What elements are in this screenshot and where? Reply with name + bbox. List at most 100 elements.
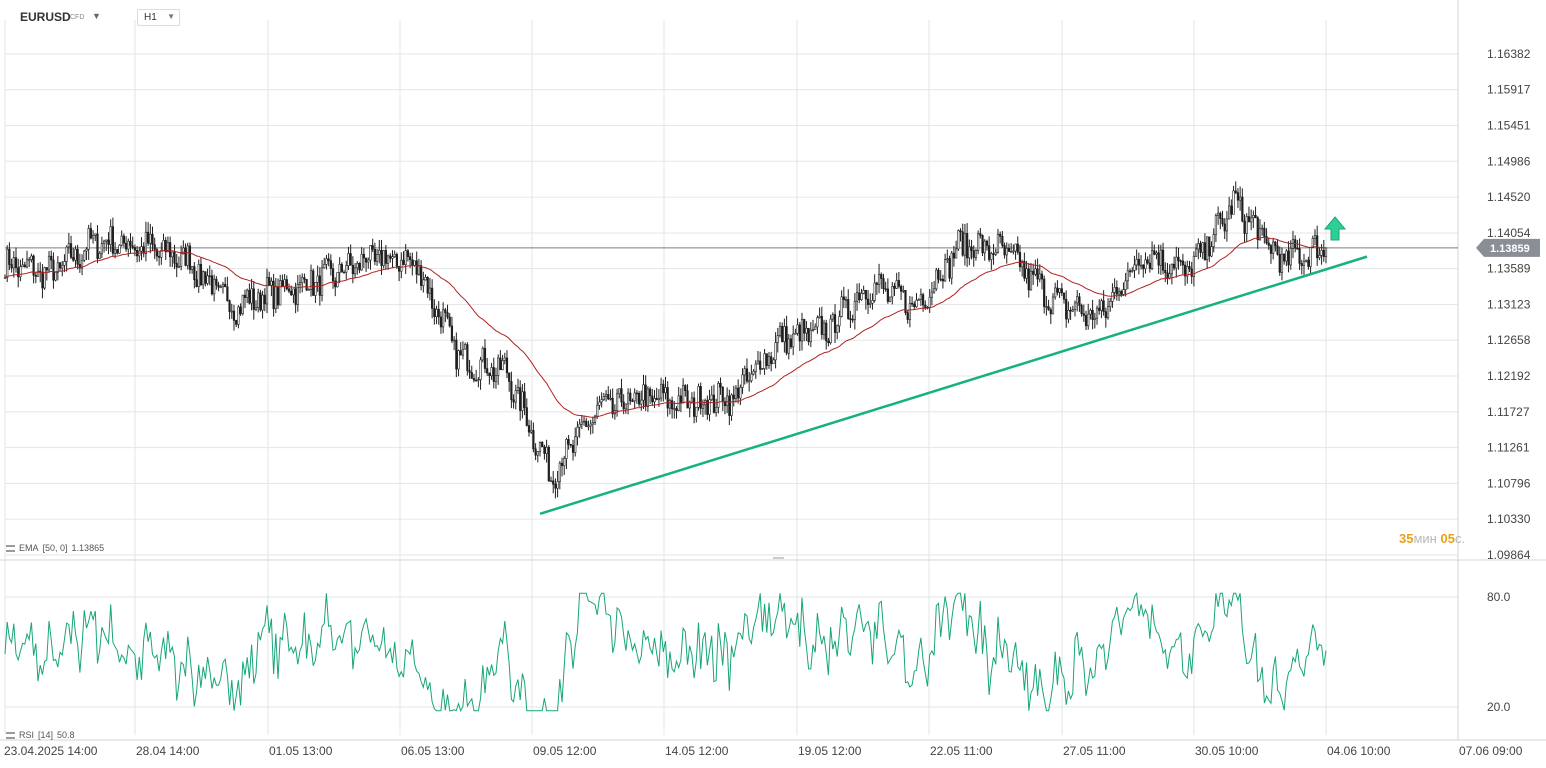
time-tick-label: 14.05 12:00 bbox=[665, 744, 729, 758]
candle-body bbox=[89, 228, 92, 239]
candle-body bbox=[367, 259, 370, 263]
candle-body bbox=[1258, 228, 1262, 241]
candle-body bbox=[1023, 261, 1026, 279]
candle-body bbox=[210, 275, 214, 295]
rsi-indicator-label[interactable]: RSI [14] 50.8 bbox=[6, 730, 75, 740]
candle-body bbox=[283, 279, 286, 287]
candle-body bbox=[466, 344, 469, 371]
candle-body bbox=[96, 233, 99, 259]
candle-body bbox=[671, 400, 674, 410]
candle-body bbox=[600, 399, 603, 403]
candle-body bbox=[556, 481, 559, 489]
symbol-dropdown-icon[interactable]: ▼ bbox=[92, 11, 101, 21]
candle-body bbox=[472, 378, 476, 381]
support-trendline[interactable] bbox=[539, 255, 1368, 515]
candle-body bbox=[356, 262, 359, 269]
candle-body bbox=[1025, 268, 1028, 279]
candle-body bbox=[21, 264, 24, 267]
candle-body bbox=[1181, 260, 1184, 266]
price-tick-label: 1.13589 bbox=[1487, 262, 1531, 276]
rsi-params: [14] bbox=[38, 730, 54, 740]
candle-body bbox=[389, 255, 392, 259]
candle-body bbox=[380, 250, 383, 266]
candle-body bbox=[36, 270, 40, 277]
ema-indicator-label[interactable]: EMA [50, 0] 1.13865 bbox=[6, 543, 104, 553]
candle-body bbox=[979, 233, 982, 236]
candle-body bbox=[805, 327, 808, 334]
price-tag-shape bbox=[1476, 238, 1540, 257]
candle-body bbox=[741, 374, 744, 388]
candle-body bbox=[140, 246, 143, 252]
candle-body bbox=[316, 275, 319, 283]
candle-body bbox=[171, 251, 174, 258]
candle-body bbox=[1126, 270, 1129, 282]
candle-body bbox=[439, 316, 443, 328]
candle-body bbox=[265, 277, 269, 305]
candle-body bbox=[970, 246, 973, 251]
candle-body bbox=[682, 385, 685, 404]
candle-body bbox=[1005, 247, 1008, 256]
candle-body bbox=[1250, 217, 1253, 223]
candle-body bbox=[1274, 241, 1277, 247]
candle-body bbox=[767, 356, 771, 366]
candle-body bbox=[833, 314, 837, 333]
candle-body bbox=[1113, 287, 1116, 293]
indicator-settings-icon[interactable] bbox=[6, 544, 15, 552]
candle-body bbox=[712, 394, 716, 413]
candle-body bbox=[543, 446, 546, 454]
candle-body bbox=[693, 397, 696, 417]
candle-body bbox=[1010, 251, 1013, 253]
candle-body bbox=[963, 233, 967, 256]
candle-body bbox=[318, 275, 321, 296]
candle-body bbox=[803, 318, 806, 334]
candle-body bbox=[1305, 259, 1308, 262]
candle-body bbox=[955, 248, 958, 259]
candle-body bbox=[105, 239, 108, 242]
time-tick-label: 06.05 13:00 bbox=[401, 744, 465, 758]
candle-body bbox=[519, 387, 522, 411]
candle-body bbox=[1007, 247, 1011, 252]
candle-body bbox=[1054, 287, 1057, 298]
candle-body bbox=[325, 258, 328, 265]
candle-body bbox=[547, 446, 550, 482]
candle-body bbox=[981, 235, 984, 254]
candle-body bbox=[1175, 256, 1178, 269]
candle-body bbox=[891, 285, 894, 298]
candle-body bbox=[158, 255, 161, 258]
candle-body bbox=[748, 380, 751, 383]
axis-labels: 1.16382 1.15917 1.15451 1.14986 1.14520 1.140… bbox=[4, 47, 1531, 758]
candle-body bbox=[113, 249, 117, 254]
candle-body bbox=[1322, 249, 1325, 257]
candle-body bbox=[668, 400, 672, 409]
candle-body bbox=[191, 266, 194, 270]
indicator-settings-icon[interactable] bbox=[6, 731, 15, 739]
candle-body bbox=[202, 271, 205, 286]
candle-body bbox=[1161, 249, 1165, 271]
candle-body bbox=[50, 255, 53, 261]
trendline[interactable] bbox=[539, 255, 1368, 515]
candle-body bbox=[1045, 306, 1048, 308]
candle-body bbox=[1278, 254, 1281, 273]
candle-body bbox=[431, 287, 434, 309]
candle-body bbox=[43, 267, 46, 289]
candle-body bbox=[409, 256, 412, 260]
candle-body bbox=[811, 329, 815, 331]
candle-body bbox=[941, 278, 945, 282]
candle-body bbox=[230, 310, 233, 313]
candle-body bbox=[301, 277, 304, 283]
candle-body bbox=[1032, 270, 1035, 275]
candle-body bbox=[1166, 272, 1169, 279]
candle-body bbox=[510, 381, 513, 401]
symbol-label[interactable]: EURUSD bbox=[20, 10, 71, 24]
candle-body bbox=[831, 314, 834, 320]
candle-body bbox=[959, 230, 962, 233]
candle-body bbox=[512, 399, 515, 403]
candle-body bbox=[571, 444, 575, 453]
candle-body bbox=[349, 253, 352, 266]
candle-body bbox=[490, 367, 493, 377]
timeframe-select[interactable]: H1 ▼ bbox=[137, 9, 180, 26]
candle-body bbox=[1201, 242, 1204, 253]
candle-body bbox=[655, 398, 658, 400]
candle-body bbox=[391, 256, 394, 259]
